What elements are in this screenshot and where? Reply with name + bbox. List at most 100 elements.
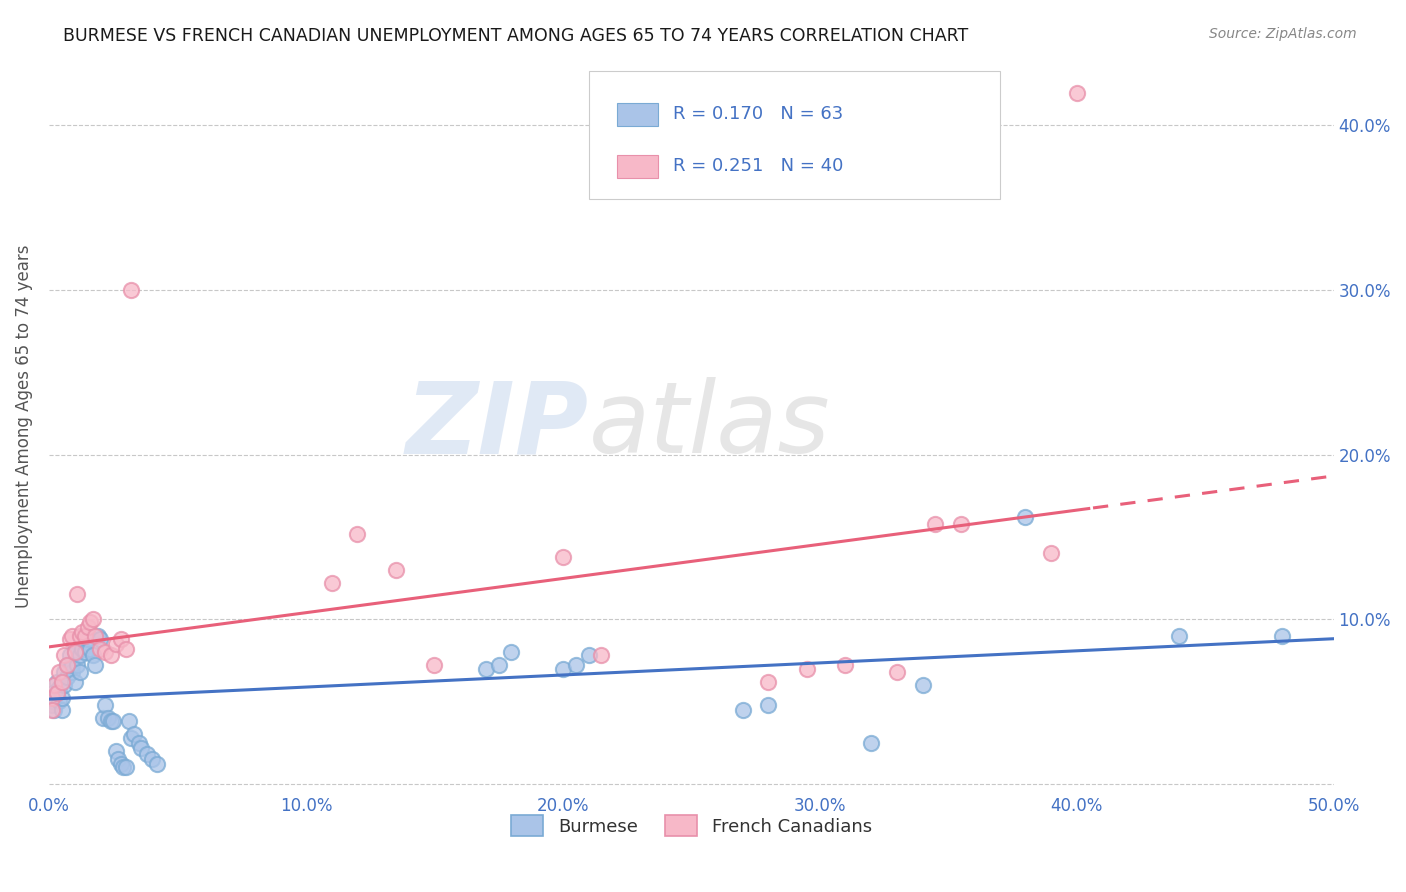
FancyBboxPatch shape [617, 154, 658, 178]
Point [42, 703, 65, 717]
Point [82, 612, 104, 626]
Point [501, 645, 523, 659]
Point [115, 641, 138, 656]
Point [45, 686, 67, 700]
Point [1014, 510, 1036, 524]
Point [82, 648, 104, 663]
Point [60, 629, 83, 643]
Point [731, 703, 754, 717]
Point [84, 629, 107, 643]
Point [385, 563, 408, 577]
Point [73, 629, 96, 643]
Point [91, 711, 114, 725]
Point [924, 516, 946, 531]
Point [69, 629, 91, 643]
Point [48, 681, 70, 696]
Point [488, 658, 510, 673]
Point [84, 658, 107, 673]
Point [94, 698, 117, 712]
Point [53, 678, 76, 692]
Point [41, 686, 63, 700]
Point [551, 661, 574, 675]
Text: BURMESE VS FRENCH CANADIAN UNEMPLOYMENT AMONG AGES 65 TO 74 YEARS CORRELATION CH: BURMESE VS FRENCH CANADIAN UNEMPLOYMENT … [63, 27, 969, 45]
Point [1040, 546, 1063, 560]
Point [79, 615, 101, 630]
Point [321, 576, 343, 591]
Point [72, 641, 94, 656]
Point [551, 549, 574, 564]
Point [834, 658, 856, 673]
Point [51, 674, 73, 689]
Point [950, 516, 973, 531]
Point [60, 665, 83, 679]
Point [591, 648, 613, 663]
Point [141, 752, 163, 766]
Point [1168, 629, 1191, 643]
Point [1271, 629, 1294, 643]
Point [97, 711, 120, 725]
Point [796, 661, 818, 675]
Point [42, 691, 65, 706]
Point [56, 658, 79, 673]
Point [1066, 86, 1088, 100]
Point [76, 632, 98, 646]
Point [110, 756, 132, 771]
Point [578, 648, 600, 663]
Point [87, 629, 110, 643]
Point [51, 703, 73, 717]
Point [76, 620, 98, 634]
Point [758, 698, 780, 712]
Point [104, 744, 127, 758]
Point [45, 686, 67, 700]
Point [60, 658, 83, 673]
Text: R = 0.170   N = 63: R = 0.170 N = 63 [673, 105, 844, 123]
Text: atlas: atlas [589, 377, 830, 475]
Point [63, 645, 86, 659]
Point [346, 526, 368, 541]
Point [564, 658, 586, 673]
Y-axis label: Unemployment Among Ages 65 to 74 years: Unemployment Among Ages 65 to 74 years [15, 244, 32, 607]
Point [110, 632, 132, 646]
Point [122, 727, 145, 741]
Point [112, 760, 135, 774]
Point [100, 648, 122, 663]
Point [115, 760, 138, 774]
Point [89, 641, 111, 656]
Point [41, 694, 63, 708]
FancyBboxPatch shape [589, 70, 1000, 199]
Point [758, 674, 780, 689]
FancyBboxPatch shape [617, 103, 658, 126]
Point [423, 658, 446, 673]
Point [860, 736, 883, 750]
Point [146, 756, 169, 771]
Point [42, 678, 65, 692]
Point [56, 658, 79, 673]
Text: ZIP: ZIP [405, 377, 589, 475]
Point [58, 632, 80, 646]
Point [79, 641, 101, 656]
Point [66, 587, 89, 601]
Point [73, 645, 96, 659]
Point [48, 665, 70, 679]
Point [53, 648, 76, 663]
Point [103, 714, 125, 729]
Point [128, 736, 150, 750]
Point [63, 645, 86, 659]
Point [474, 661, 496, 675]
Point [48, 694, 70, 708]
Point [72, 625, 94, 640]
Legend: Burmese, French Canadians: Burmese, French Canadians [502, 806, 880, 846]
Point [41, 703, 63, 717]
Point [100, 714, 122, 729]
Point [120, 731, 142, 745]
Point [911, 678, 934, 692]
Point [94, 645, 117, 659]
Point [107, 752, 129, 766]
Point [120, 283, 142, 297]
Point [117, 714, 139, 729]
Point [135, 747, 157, 761]
Point [66, 658, 89, 673]
Point [53, 665, 76, 679]
Point [41, 698, 63, 712]
Text: Source: ZipAtlas.com: Source: ZipAtlas.com [1209, 27, 1357, 41]
